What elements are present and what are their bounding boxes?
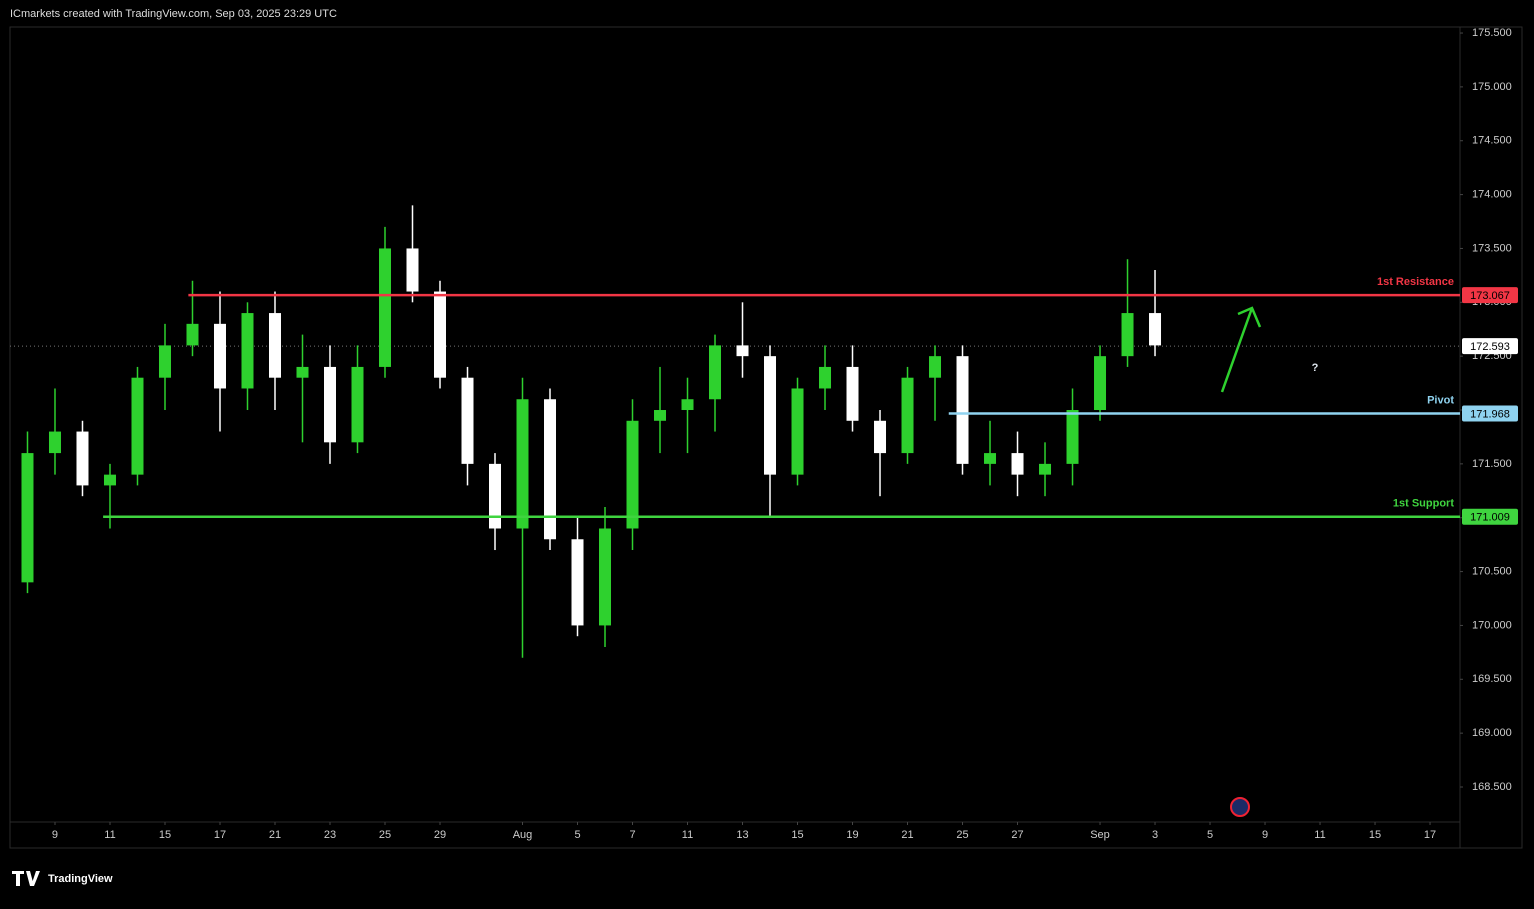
candle-body xyxy=(709,345,722,400)
candle-body xyxy=(213,323,226,389)
price-tag-label: 171.968 xyxy=(1470,408,1510,420)
brand: TradingView xyxy=(48,873,113,885)
candle-body xyxy=(241,313,254,389)
candle-body xyxy=(434,291,447,378)
x-tick-label: 11 xyxy=(682,829,693,841)
level-name: 1st Support xyxy=(1393,498,1454,510)
candle-body xyxy=(516,399,529,529)
candle-body xyxy=(158,345,171,378)
candle-body xyxy=(103,474,116,486)
y-tick-label: 170.000 xyxy=(1472,619,1512,631)
candle-body xyxy=(626,420,639,529)
candle-body xyxy=(791,388,804,475)
logo-mark xyxy=(12,871,40,886)
candle-body xyxy=(846,366,859,421)
y-tick-label: 169.000 xyxy=(1472,727,1512,739)
candle-body xyxy=(984,453,997,464)
x-tick-label: 5 xyxy=(574,829,580,841)
candle-body xyxy=(351,366,364,443)
x-tick-label: 7 xyxy=(629,829,635,841)
x-tick-label: 11 xyxy=(1314,829,1325,841)
candle-body xyxy=(323,366,336,443)
annotation: ? xyxy=(1312,362,1319,374)
candle-body xyxy=(929,356,942,378)
y-tick-label: 169.500 xyxy=(1472,673,1512,685)
x-tick-label: Sep xyxy=(1090,829,1110,841)
candle-body xyxy=(1121,313,1134,357)
price-tag xyxy=(1462,287,1518,304)
candle-body xyxy=(461,377,474,464)
y-tick-label: 173.500 xyxy=(1472,242,1512,254)
candle-body xyxy=(296,366,309,378)
x-tick-label: 5 xyxy=(1207,829,1213,841)
candle-body xyxy=(654,410,667,421)
last-price-label: 172.593 xyxy=(1470,341,1510,353)
x-tick-label: 17 xyxy=(214,829,226,841)
level-name: Pivot xyxy=(1427,394,1454,406)
candle-body xyxy=(571,539,584,626)
y-tick-label: 175.500 xyxy=(1472,27,1512,39)
candle-body xyxy=(874,420,887,454)
y-tick-label: 174.000 xyxy=(1472,189,1512,201)
event-icon xyxy=(1230,797,1250,817)
x-tick-label: 21 xyxy=(901,829,913,841)
y-tick-label: 168.500 xyxy=(1472,781,1512,793)
candle-body xyxy=(268,313,281,378)
x-tick-label: 9 xyxy=(1262,829,1268,841)
candle-body xyxy=(1149,313,1162,346)
x-tick-label: 13 xyxy=(736,829,748,841)
x-tick-label: 15 xyxy=(791,829,803,841)
candle-body xyxy=(901,377,914,454)
level-name: 1st Resistance xyxy=(1377,276,1454,288)
candle-body xyxy=(1039,463,1052,475)
x-tick-label: 9 xyxy=(52,829,58,841)
x-tick-label: 3 xyxy=(1152,829,1158,841)
candle-body xyxy=(186,323,199,346)
candle-body xyxy=(736,345,749,357)
price-tag xyxy=(1462,405,1518,422)
candle-body xyxy=(21,453,34,583)
x-tick-label: 25 xyxy=(379,829,391,841)
candle-body xyxy=(956,356,969,464)
x-tick-label: 17 xyxy=(1424,829,1436,841)
header: ICmarkets created with TradingView.com, … xyxy=(10,8,337,20)
x-tick-label: 25 xyxy=(956,829,968,841)
x-tick-label: 15 xyxy=(1369,829,1381,841)
arrow xyxy=(1220,306,1262,393)
candle-body xyxy=(764,356,777,475)
candle-body xyxy=(1094,356,1107,411)
candle-body xyxy=(76,431,89,486)
price-tag-label: 173.067 xyxy=(1470,290,1510,302)
x-tick-label: Aug xyxy=(513,829,533,841)
candle-body xyxy=(1011,453,1024,475)
x-tick-label: 21 xyxy=(269,829,281,841)
y-tick-label: 174.500 xyxy=(1472,135,1512,147)
price-tag xyxy=(1462,338,1518,355)
candle-body xyxy=(489,463,502,529)
price-tag-label: 171.009 xyxy=(1470,512,1510,524)
y-tick-label: 171.500 xyxy=(1472,458,1512,470)
frame xyxy=(9,26,1523,849)
x-tick-label: 29 xyxy=(434,829,446,841)
x-tick-label: 27 xyxy=(1011,829,1023,841)
candle-body xyxy=(819,366,832,389)
candle-body xyxy=(681,399,694,411)
candle-body xyxy=(1066,410,1079,464)
price-tag xyxy=(1462,508,1518,525)
x-tick-label: 19 xyxy=(846,829,858,841)
candle-body xyxy=(599,528,612,626)
x-tick-label: 15 xyxy=(159,829,171,841)
x-tick-label: 23 xyxy=(324,829,336,841)
x-tick-label: 11 xyxy=(104,829,115,841)
y-tick-label: 175.000 xyxy=(1472,81,1512,93)
candle-body xyxy=(378,248,391,367)
candle-body xyxy=(544,399,557,540)
candle-body xyxy=(406,248,419,292)
y-tick-label: 170.500 xyxy=(1472,565,1512,577)
candle-body xyxy=(131,377,144,475)
candle-body xyxy=(48,431,61,454)
